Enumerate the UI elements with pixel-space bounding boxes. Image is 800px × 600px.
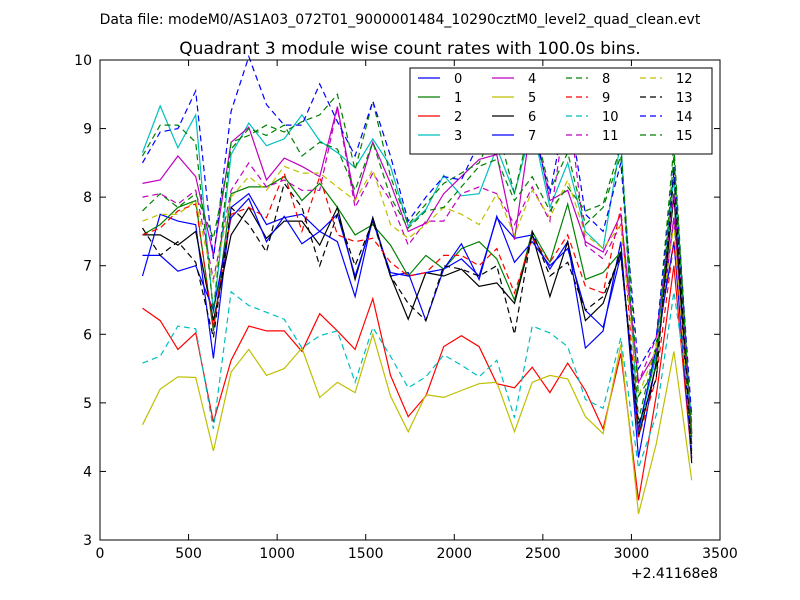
x-tick-label: 3500 xyxy=(702,546,738,562)
x-tick-label: 0 xyxy=(96,546,105,562)
series-line-9 xyxy=(142,171,693,438)
series-line-12 xyxy=(142,165,693,455)
legend-label-8: 8 xyxy=(602,72,610,87)
legend-label-14: 14 xyxy=(676,110,693,125)
legend-label-3: 3 xyxy=(454,129,462,144)
legend-label-4: 4 xyxy=(528,72,536,87)
x-tick-label: 2500 xyxy=(525,546,561,562)
chart-suptitle: Data file: modeM0/AS1A03_072T01_90000014… xyxy=(100,12,701,28)
y-tick-label: 10 xyxy=(74,53,92,69)
series-line-13 xyxy=(141,173,693,458)
y-tick-label: 6 xyxy=(83,327,92,343)
chart-title: Quadrant 3 module wise count rates with … xyxy=(179,39,640,59)
legend-label-1: 1 xyxy=(454,91,462,106)
series-line-11 xyxy=(142,97,693,424)
series-line-2 xyxy=(142,265,693,501)
series-line-4 xyxy=(142,106,693,434)
x-tick-label: 2000 xyxy=(436,546,472,562)
series-layer xyxy=(141,54,693,515)
plot-frame xyxy=(99,59,721,541)
x-tick-label: 1000 xyxy=(259,546,295,562)
series-line-10 xyxy=(142,290,693,469)
legend-label-10: 10 xyxy=(602,110,619,125)
series-line-14 xyxy=(141,54,693,417)
series-line-6 xyxy=(142,193,693,464)
legend-label-2: 2 xyxy=(454,110,462,125)
legend-label-5: 5 xyxy=(528,91,536,106)
legend-label-15: 15 xyxy=(676,129,693,144)
series-line-5 xyxy=(141,332,693,515)
y-tick-label: 4 xyxy=(83,464,92,480)
x-tick-label: 500 xyxy=(175,546,202,562)
legend-label-11: 11 xyxy=(602,129,619,144)
series-line-1 xyxy=(142,175,693,451)
legend-label-0: 0 xyxy=(454,72,462,87)
y-tick-label: 5 xyxy=(83,396,92,412)
legend-label-7: 7 xyxy=(528,129,536,144)
legend-label-9: 9 xyxy=(602,91,610,106)
series-line-15 xyxy=(142,124,693,434)
series-line-7 xyxy=(142,197,693,458)
y-tick-label: 7 xyxy=(83,259,92,275)
y-tick-label: 3 xyxy=(83,533,92,549)
legend-box xyxy=(409,67,713,155)
y-tick-label: 9 xyxy=(83,122,92,138)
legend-label-13: 13 xyxy=(676,91,693,106)
series-line-8 xyxy=(141,93,693,438)
x-tick-label: 1500 xyxy=(348,546,384,562)
x-offset-label: +2.41168e8 xyxy=(631,566,718,582)
x-tick-label: 3000 xyxy=(614,546,650,562)
legend-label-12: 12 xyxy=(676,72,693,87)
legend-label-6: 6 xyxy=(528,110,536,125)
y-tick-label: 8 xyxy=(83,190,92,206)
series-line-3 xyxy=(141,104,693,434)
